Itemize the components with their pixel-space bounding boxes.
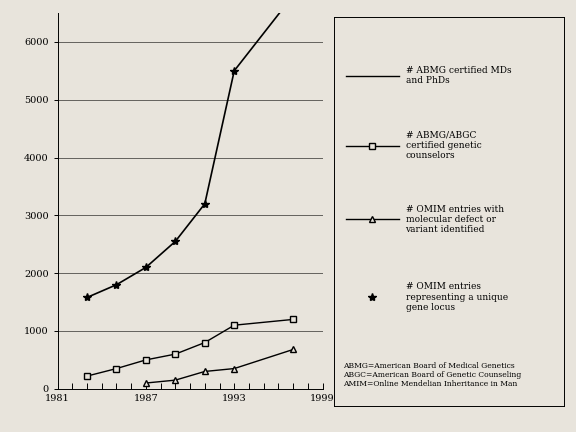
Text: ABMG=American Board of Medical Genetics
ABGC=American Board of Genetic Counselin: ABMG=American Board of Medical Genetics …	[343, 362, 521, 388]
Text: # ABMG/ABGC
certified genetic
counselors: # ABMG/ABGC certified genetic counselors	[406, 131, 482, 160]
Text: # OMIM entries
representing a unique
gene locus: # OMIM entries representing a unique gen…	[406, 283, 507, 312]
Text: # ABMG certified MDs
and PhDs: # ABMG certified MDs and PhDs	[406, 66, 511, 85]
Text: # OMIM entries with
molecular defect or
variant identified: # OMIM entries with molecular defect or …	[406, 205, 503, 234]
